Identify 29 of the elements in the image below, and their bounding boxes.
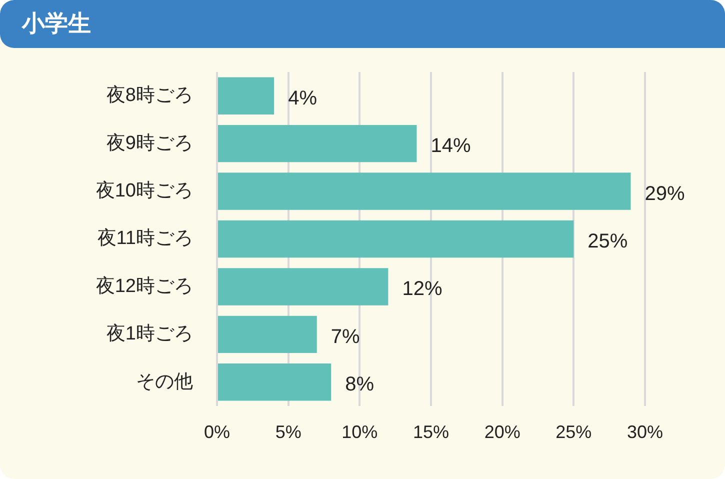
x-tick-label: 30% <box>626 422 664 442</box>
y-tick-label: 夜11時ごろ <box>97 227 193 250</box>
x-tick-label: 10% <box>342 422 378 442</box>
chart-title: 小学生 <box>22 9 91 37</box>
x-tick-label: 20% <box>484 422 520 442</box>
x-tick-label: 5% <box>275 422 302 442</box>
data-label: 14% <box>430 135 471 158</box>
data-label: 12% <box>402 278 442 300</box>
data-label: 8% <box>345 374 374 396</box>
y-tick-label: 夜9時ごろ <box>106 132 193 154</box>
bar <box>218 220 574 258</box>
data-label: 25% <box>588 230 628 253</box>
bar <box>218 316 317 354</box>
data-label: 4% <box>288 87 318 110</box>
data-label: 29% <box>644 182 685 205</box>
bar <box>218 77 274 114</box>
y-tick-label: 夜10時ごろ <box>96 180 193 202</box>
y-tick-label: その他 <box>136 371 193 392</box>
y-tick-label: 夜1時ごろ <box>106 322 193 345</box>
data-label: 7% <box>330 326 360 348</box>
y-tick-label: 夜8時ごろ <box>106 84 193 106</box>
bar <box>218 268 388 306</box>
bar <box>218 172 631 210</box>
x-tick-label: 25% <box>556 422 592 442</box>
bar <box>218 364 332 401</box>
x-tick-label: 15% <box>412 422 450 442</box>
y-tick-label: 夜12時ごろ <box>96 274 193 297</box>
x-tick-label: 0% <box>204 422 230 442</box>
bar <box>218 124 417 162</box>
